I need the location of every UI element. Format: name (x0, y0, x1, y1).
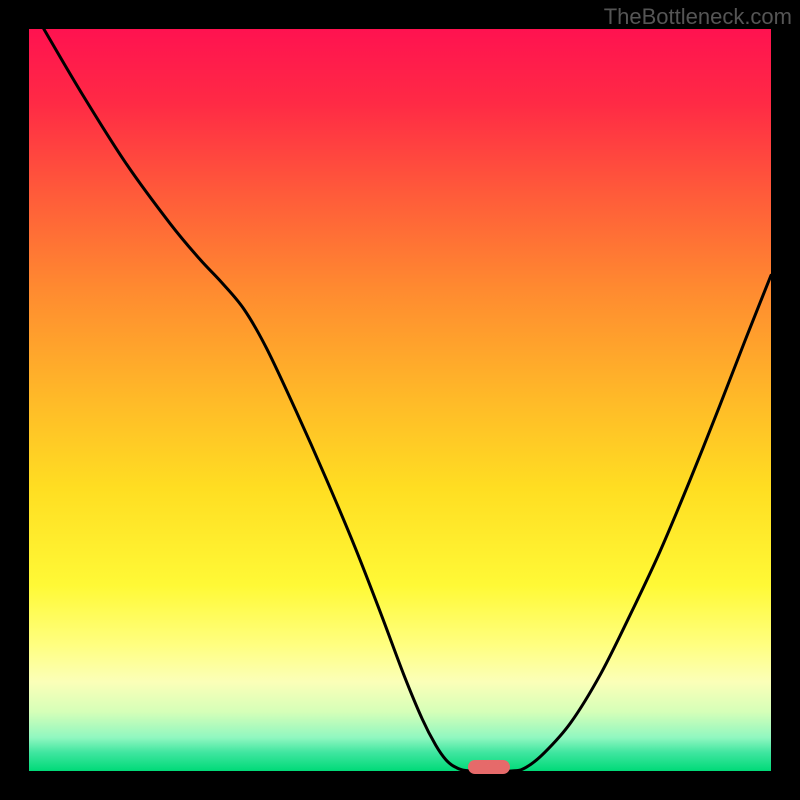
chart-plot-area (29, 29, 771, 771)
watermark-text: TheBottleneck.com (604, 4, 792, 30)
chart-minimum-marker (468, 760, 510, 774)
chart-curve (29, 29, 771, 771)
